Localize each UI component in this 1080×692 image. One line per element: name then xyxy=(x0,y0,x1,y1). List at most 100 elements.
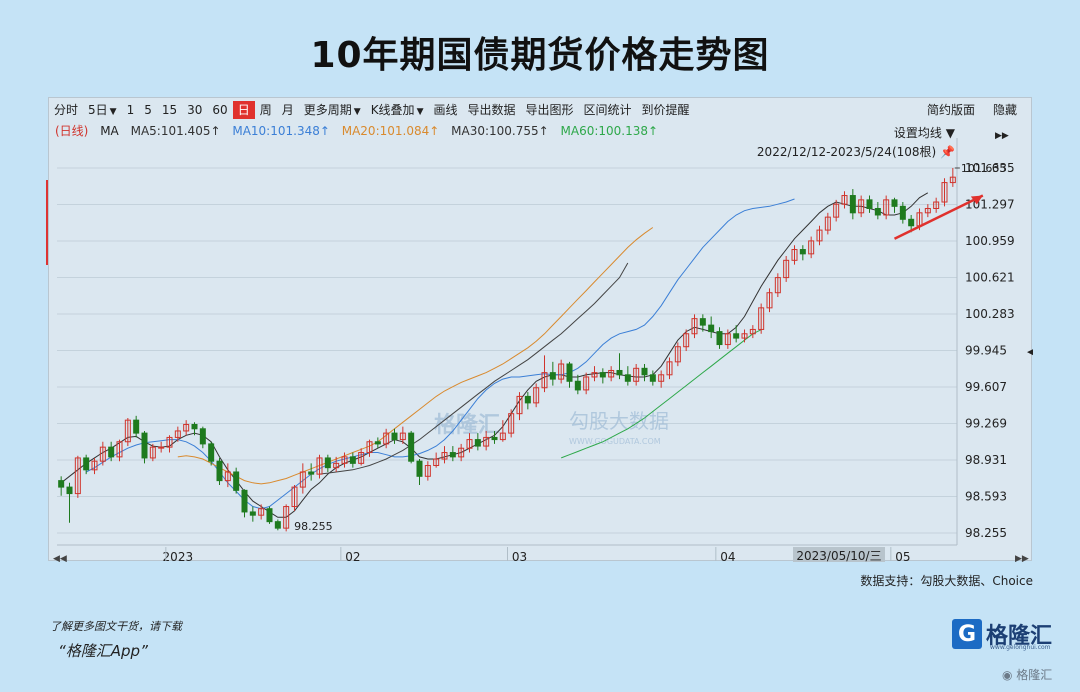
toolbar-item[interactable]: 导出数据 xyxy=(467,103,516,117)
candle-body xyxy=(783,259,790,279)
ma-line-ma10 xyxy=(85,198,795,510)
candle-body xyxy=(358,452,365,464)
candle-body xyxy=(324,457,331,469)
candle-body xyxy=(549,372,556,380)
candle-body xyxy=(408,432,415,462)
candle-body xyxy=(349,456,356,464)
candle-body xyxy=(224,471,231,482)
candle-body xyxy=(366,441,373,454)
candle-body xyxy=(524,395,531,404)
candle-body xyxy=(891,199,898,207)
candle-body xyxy=(616,369,623,376)
scroll-left-icon: ◀◀ xyxy=(53,554,67,562)
ma10-value: MA10:101.348↑ xyxy=(232,124,330,138)
candle-body xyxy=(624,374,631,382)
candle-body xyxy=(924,207,931,214)
candle-body xyxy=(66,486,73,495)
candle-body xyxy=(833,203,840,218)
toolbar-item[interactable]: 分时 xyxy=(54,103,79,117)
candle-body xyxy=(599,372,606,378)
toolbar-item[interactable]: 到价提醒 xyxy=(641,103,690,117)
candle-body xyxy=(608,369,615,378)
toolbar-item[interactable]: 日 xyxy=(232,101,255,119)
candle-body xyxy=(583,376,590,391)
candle-body xyxy=(949,176,956,184)
hide-button[interactable]: 隐藏 ▶▶ xyxy=(993,103,1018,141)
toolbar-item[interactable]: 5日 ▼ xyxy=(88,103,117,117)
toolbar-item[interactable]: 区间统计 xyxy=(583,103,632,117)
toolbar-item[interactable]: 30 xyxy=(187,103,203,117)
low-label: 98.255 xyxy=(294,520,333,533)
candle-body xyxy=(858,199,865,214)
simple-layout-button[interactable]: 简约版面 xyxy=(927,103,976,117)
candle-body xyxy=(158,446,165,449)
x-tick-label: 04 xyxy=(720,550,735,562)
candle-body xyxy=(791,249,798,261)
candle-body xyxy=(474,439,481,447)
ma-line-ma60 xyxy=(561,329,762,459)
toolbar-item[interactable]: 周 xyxy=(259,103,272,117)
toolbar-item[interactable]: 15 xyxy=(161,103,178,117)
candle-body xyxy=(333,462,340,469)
candle-body xyxy=(533,387,540,404)
candle-body xyxy=(449,452,456,458)
candle-body xyxy=(766,292,773,309)
candle-body xyxy=(391,432,398,441)
corner-watermark: ◉ 格隆汇 xyxy=(1002,668,1053,682)
candle-body xyxy=(666,361,673,376)
ma-label: MA xyxy=(100,124,119,138)
candle-body xyxy=(574,380,581,391)
footer-app-name: “格隆汇App” xyxy=(58,642,148,660)
ma-prefix: (日线) xyxy=(55,124,89,138)
ma60-value: MA60:100.138↑ xyxy=(560,124,659,138)
ma-line-ma30 xyxy=(319,262,629,475)
candle-body xyxy=(233,471,240,491)
left-edge-marker xyxy=(46,180,48,265)
candle-body xyxy=(841,195,848,205)
pin-icon[interactable]: 📌 xyxy=(940,145,955,159)
candle-body xyxy=(649,374,656,382)
toolbar-item[interactable]: 5 xyxy=(144,103,152,117)
candle-body xyxy=(191,423,198,430)
candle-body xyxy=(133,419,140,434)
candle-body xyxy=(166,436,173,448)
candle-body xyxy=(799,249,806,255)
page-title: 10年期国债期货价格走势图 xyxy=(310,35,770,76)
date-range-label: 2022/12/12-2023/5/24(108根) 📌 xyxy=(756,145,955,159)
candle-body xyxy=(633,367,640,382)
y-tick-label: 99.945 xyxy=(965,344,1007,358)
candle-body xyxy=(116,441,123,458)
candle-body xyxy=(849,195,856,214)
candle-body xyxy=(591,372,598,378)
x-tick-label: 2023 xyxy=(163,550,194,562)
toolbar-item[interactable]: 60 xyxy=(212,103,228,117)
candle-body xyxy=(274,521,281,529)
ma5-value: MA5:101.405↑ xyxy=(130,124,221,138)
candle-body xyxy=(308,471,315,475)
toolbar-item[interactable]: 画线 xyxy=(433,103,458,117)
candle-body xyxy=(108,446,115,458)
ma-settings-dropdown[interactable]: 设置均线 ▼ xyxy=(893,126,955,140)
candlestick-chart[interactable]: 101.635101.297100.959100.621100.28399.94… xyxy=(49,98,1033,562)
toolbar-item[interactable]: 1 xyxy=(126,103,135,117)
toolbar-item[interactable]: 导出图形 xyxy=(525,103,574,117)
candle-body xyxy=(441,452,448,460)
candle-body xyxy=(91,460,98,471)
chart-panel: 分时 5日 ▼ 1 5 15 30 60 日周月更多周期 ▼ K线叠加 ▼ 画线 导出数据 导出图形 区间统计… xyxy=(48,97,1033,562)
candle-body xyxy=(199,428,206,445)
ma-legend: (日线) MA MA5:101.405↑ MA10:101.348↑ MA20:… xyxy=(55,122,666,140)
toolbar-item[interactable]: K线叠加 ▼ xyxy=(370,103,424,117)
candle-body xyxy=(699,318,706,326)
candle-body xyxy=(458,447,465,458)
watermark-text-left: 格隆汇 xyxy=(434,412,500,438)
y-tick-label: 100.283 xyxy=(965,307,1015,321)
toolbar-item[interactable]: 月 xyxy=(281,103,294,117)
candle-body xyxy=(383,432,390,445)
candle-body xyxy=(899,205,906,220)
toolbar-item[interactable]: 更多周期 ▼ xyxy=(303,103,361,117)
candle-body xyxy=(933,201,940,209)
candle-body xyxy=(816,229,823,242)
candle-body xyxy=(74,457,81,495)
candle-body xyxy=(149,446,156,459)
candle-body xyxy=(291,486,298,508)
